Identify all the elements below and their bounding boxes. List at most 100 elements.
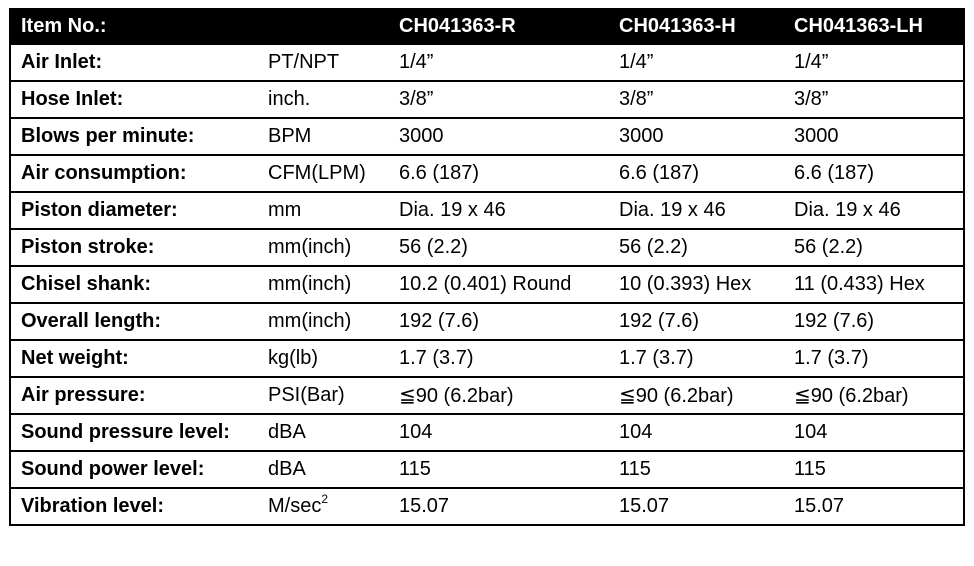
table-row: Overall length: mm(inch) 192 (7.6) 192 (7.6… [9, 302, 965, 341]
row-unit-cell: dBA [258, 413, 389, 452]
value-model-h: 104 [609, 413, 784, 452]
row-unit: BPM [268, 125, 312, 147]
value-model-r: 104 [389, 413, 609, 452]
table-row: Sound pressure level: dBA 104 104 104 [9, 413, 965, 452]
value-model-h: 3/8” [609, 80, 784, 119]
row-unit-cell: kg(lb) [258, 339, 389, 378]
row-unit: dBA [268, 421, 306, 443]
value-model-lh: 56 (2.2) [784, 228, 965, 267]
header-row: Item No.: CH041363-R CH041363-H CH041363… [9, 8, 965, 45]
spec-table-body: Air Inlet: PT/NPT 1/4” 1/4” 1/4” Hose Inlet: i… [9, 43, 965, 526]
row-label: Vibration level: [9, 487, 258, 526]
row-unit-cell: mm(inch) [258, 265, 389, 304]
row-unit: mm(inch) [268, 273, 352, 295]
value-model-h: 15.07 [609, 487, 784, 526]
row-unit-cell: CFM(LPM) [258, 154, 389, 193]
value-model-r: 1/4” [389, 43, 609, 82]
row-unit-superscript: 2 [321, 492, 329, 506]
row-unit: mm [268, 199, 302, 221]
row-unit: PSI(Bar) [268, 384, 345, 406]
value-model-lh: ≦90 (6.2bar) [784, 376, 965, 415]
value-model-r: 15.07 [389, 487, 609, 526]
value-model-r: 10.2 (0.401) Round [389, 265, 609, 304]
row-unit-cell: M/sec2 [258, 487, 389, 526]
row-label: Chisel shank: [9, 265, 258, 304]
value-model-h: 115 [609, 450, 784, 489]
value-model-h: 1/4” [609, 43, 784, 82]
value-model-lh: 1/4” [784, 43, 965, 82]
table-row: Piston stroke: mm(inch) 56 (2.2) 56 (2.2) 56… [9, 228, 965, 267]
value-model-h: 10 (0.393) Hex [609, 265, 784, 304]
row-unit: mm(inch) [268, 310, 352, 332]
value-model-h: 192 (7.6) [609, 302, 784, 341]
row-unit-cell: inch. [258, 80, 389, 119]
row-unit: CFM(LPM) [268, 162, 366, 184]
table-row: Piston diameter: mm Dia. 19 x 46 Dia. 19 x … [9, 191, 965, 230]
value-model-lh: Dia. 19 x 46 [784, 191, 965, 230]
value-model-h: Dia. 19 x 46 [609, 191, 784, 230]
row-unit: M/sec [268, 495, 322, 517]
table-row: Net weight: kg(lb) 1.7 (3.7) 1.7 (3.7) 1.7 (… [9, 339, 965, 378]
table-row: Air pressure: PSI(Bar) ≦90 (6.2bar) ≦90 (6.… [9, 376, 965, 415]
row-label: Air Inlet: [9, 43, 258, 82]
row-unit-cell: mm [258, 191, 389, 230]
table-row: Air consumption: CFM(LPM) 6.6 (187) 6.6 (18… [9, 154, 965, 193]
spec-table: Item No.: CH041363-R CH041363-H CH041363… [9, 8, 965, 526]
row-unit-cell: mm(inch) [258, 228, 389, 267]
value-model-lh: 104 [784, 413, 965, 452]
table-row: Hose Inlet: inch. 3/8” 3/8” 3/8” [9, 80, 965, 119]
header-model-lh: CH041363-LH [784, 8, 965, 45]
row-label: Net weight: [9, 339, 258, 378]
row-label: Air consumption: [9, 154, 258, 193]
value-model-r: 3/8” [389, 80, 609, 119]
row-unit-cell: PT/NPT [258, 43, 389, 82]
value-model-h: 1.7 (3.7) [609, 339, 784, 378]
value-model-lh: 115 [784, 450, 965, 489]
row-unit-cell: PSI(Bar) [258, 376, 389, 415]
header-item-label: Item No.: [9, 8, 258, 45]
value-model-lh: 1.7 (3.7) [784, 339, 965, 378]
value-model-lh: 15.07 [784, 487, 965, 526]
table-row: Blows per minute: BPM 3000 3000 3000 [9, 117, 965, 156]
value-model-r: 3000 [389, 117, 609, 156]
row-label: Piston stroke: [9, 228, 258, 267]
table-row: Air Inlet: PT/NPT 1/4” 1/4” 1/4” [9, 43, 965, 82]
value-model-r: 115 [389, 450, 609, 489]
value-model-r: Dia. 19 x 46 [389, 191, 609, 230]
header-unit [258, 8, 389, 45]
value-model-lh: 192 (7.6) [784, 302, 965, 341]
value-model-r: 192 (7.6) [389, 302, 609, 341]
row-unit: PT/NPT [268, 51, 340, 73]
value-model-r: ≦90 (6.2bar) [389, 376, 609, 415]
row-unit: mm(inch) [268, 236, 352, 258]
row-label: Blows per minute: [9, 117, 258, 156]
row-unit: dBA [268, 458, 306, 480]
value-model-r: 1.7 (3.7) [389, 339, 609, 378]
row-label: Sound power level: [9, 450, 258, 489]
value-model-h: 3000 [609, 117, 784, 156]
value-model-h: 56 (2.2) [609, 228, 784, 267]
row-label: Overall length: [9, 302, 258, 341]
row-unit-cell: mm(inch) [258, 302, 389, 341]
header-model-h: CH041363-H [609, 8, 784, 45]
row-unit: inch. [268, 88, 311, 110]
row-unit-cell: dBA [258, 450, 389, 489]
row-label: Hose Inlet: [9, 80, 258, 119]
value-model-r: 56 (2.2) [389, 228, 609, 267]
table-row: Vibration level: M/sec2 15.07 15.07 15.07 [9, 487, 965, 526]
row-unit: kg(lb) [268, 347, 319, 369]
value-model-lh: 3000 [784, 117, 965, 156]
value-model-r: 6.6 (187) [389, 154, 609, 193]
value-model-lh: 3/8” [784, 80, 965, 119]
table-row: Sound power level: dBA 115 115 115 [9, 450, 965, 489]
header-model-r: CH041363-R [389, 8, 609, 45]
row-label: Piston diameter: [9, 191, 258, 230]
row-label: Sound pressure level: [9, 413, 258, 452]
value-model-h: ≦90 (6.2bar) [609, 376, 784, 415]
spec-table-container: Item No.: CH041363-R CH041363-H CH041363… [9, 8, 965, 526]
row-label: Air pressure: [9, 376, 258, 415]
table-row: Chisel shank: mm(inch) 10.2 (0.401) Round 1… [9, 265, 965, 304]
row-unit-cell: BPM [258, 117, 389, 156]
value-model-lh: 11 (0.433) Hex [784, 265, 965, 304]
value-model-lh: 6.6 (187) [784, 154, 965, 193]
